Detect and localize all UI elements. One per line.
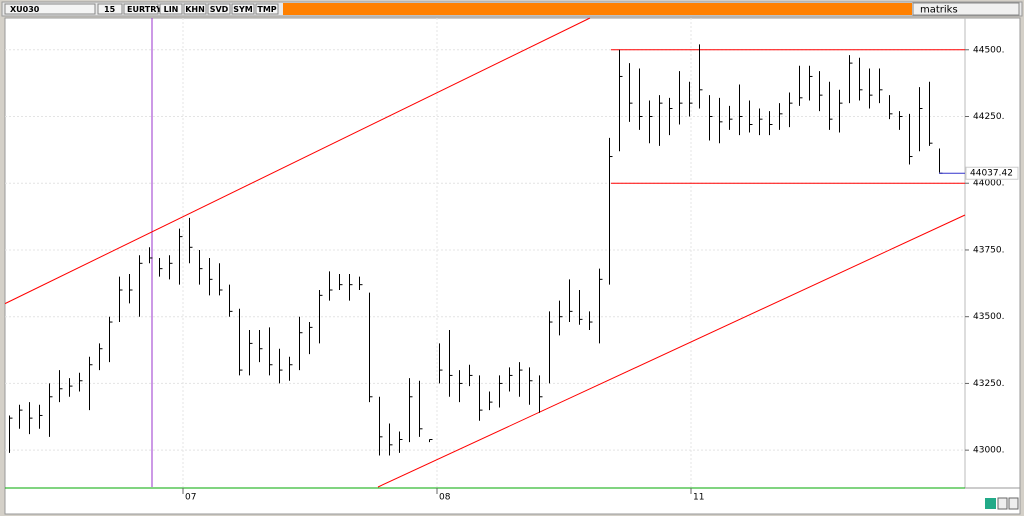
toolbar-button[interactable]: [255, 3, 279, 15]
y-tick-label: 44000.: [973, 179, 1005, 189]
x-tick-label: 08: [439, 493, 451, 503]
toolbar-button[interactable]: [159, 3, 183, 15]
scroll-left[interactable]: [997, 497, 1008, 510]
y-tick-label: 43000.: [973, 446, 1005, 456]
last-price-label: 44037.42: [970, 169, 1013, 179]
y-tick-label: 43500.: [973, 312, 1005, 322]
y-tick-label: 44500.: [973, 45, 1005, 55]
y-tick-label: 43750.: [973, 245, 1005, 255]
toolbar-left: XU030 15 EURTRY LIN KHN SVD SYM TMP: [4, 3, 279, 15]
x-tick-label: 07: [185, 493, 196, 503]
currency: EURTRY: [127, 5, 162, 14]
plot-area: [4, 17, 1021, 489]
toolbar-button-label: KHN: [185, 5, 205, 14]
toolbar-button-label: SVD: [210, 5, 229, 14]
toolbar-button[interactable]: [183, 3, 207, 15]
period: 15: [104, 5, 116, 14]
currency-box[interactable]: [123, 3, 159, 15]
scroll-right[interactable]: [1008, 497, 1019, 510]
y-tick-label: 44250.: [973, 112, 1005, 122]
toolbar-bar: [283, 3, 912, 15]
refresh-button[interactable]: [985, 498, 996, 509]
toolbar-button-label: TMP: [257, 5, 276, 14]
brand: matriks: [920, 5, 958, 16]
y-tick-label: 43250.: [973, 379, 1005, 389]
trend-line: [4, 17, 591, 305]
toolbar-button-label: SYM: [233, 5, 253, 14]
last-price-box: [965, 166, 1019, 180]
scroll-area: [4, 487, 1021, 515]
symbol-box[interactable]: [4, 3, 96, 15]
x-tick-label: 11: [693, 493, 704, 503]
toolbar-button[interactable]: [207, 3, 231, 15]
trend-line: [377, 214, 966, 488]
toolbar-buttons: LIN KHN SVD SYM TMP: [159, 3, 279, 15]
brand-box: [912, 2, 1020, 16]
toolbar-button-label: LIN: [164, 5, 179, 14]
toolbar-button[interactable]: [231, 3, 255, 15]
period-box[interactable]: [97, 3, 123, 15]
symbol: XU030: [10, 5, 40, 14]
